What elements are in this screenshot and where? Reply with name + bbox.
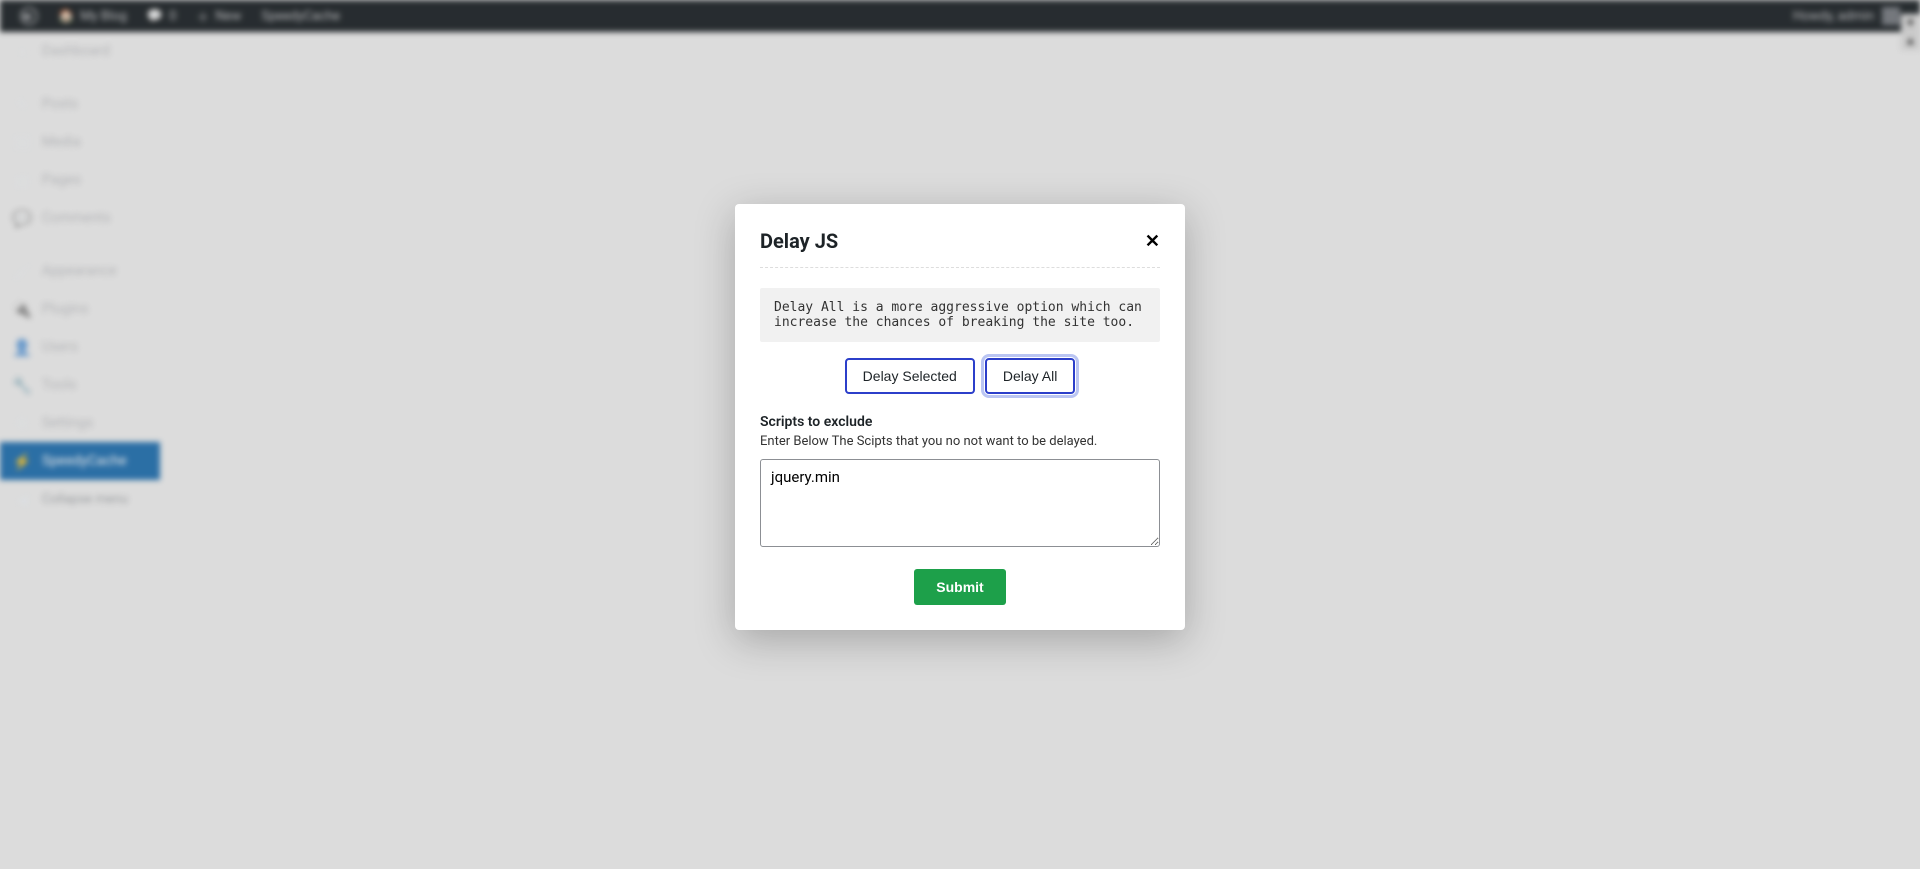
- exclude-textarea[interactable]: [760, 459, 1160, 547]
- delay-selected-button[interactable]: Delay Selected: [845, 358, 975, 394]
- delay-js-modal: Delay JS ✕ Delay All is a more aggressiv…: [735, 204, 1185, 630]
- delay-all-button[interactable]: Delay All: [985, 358, 1075, 394]
- exclude-label: Scripts to exclude: [760, 414, 1160, 430]
- modal-title: Delay JS: [760, 229, 838, 253]
- exclude-hint: Enter Below The Scipts that you no not w…: [760, 434, 1160, 449]
- modal-close-button[interactable]: ✕: [1145, 231, 1160, 252]
- modal-note: Delay All is a more aggressive option wh…: [760, 288, 1160, 342]
- submit-button[interactable]: Submit: [914, 569, 1005, 605]
